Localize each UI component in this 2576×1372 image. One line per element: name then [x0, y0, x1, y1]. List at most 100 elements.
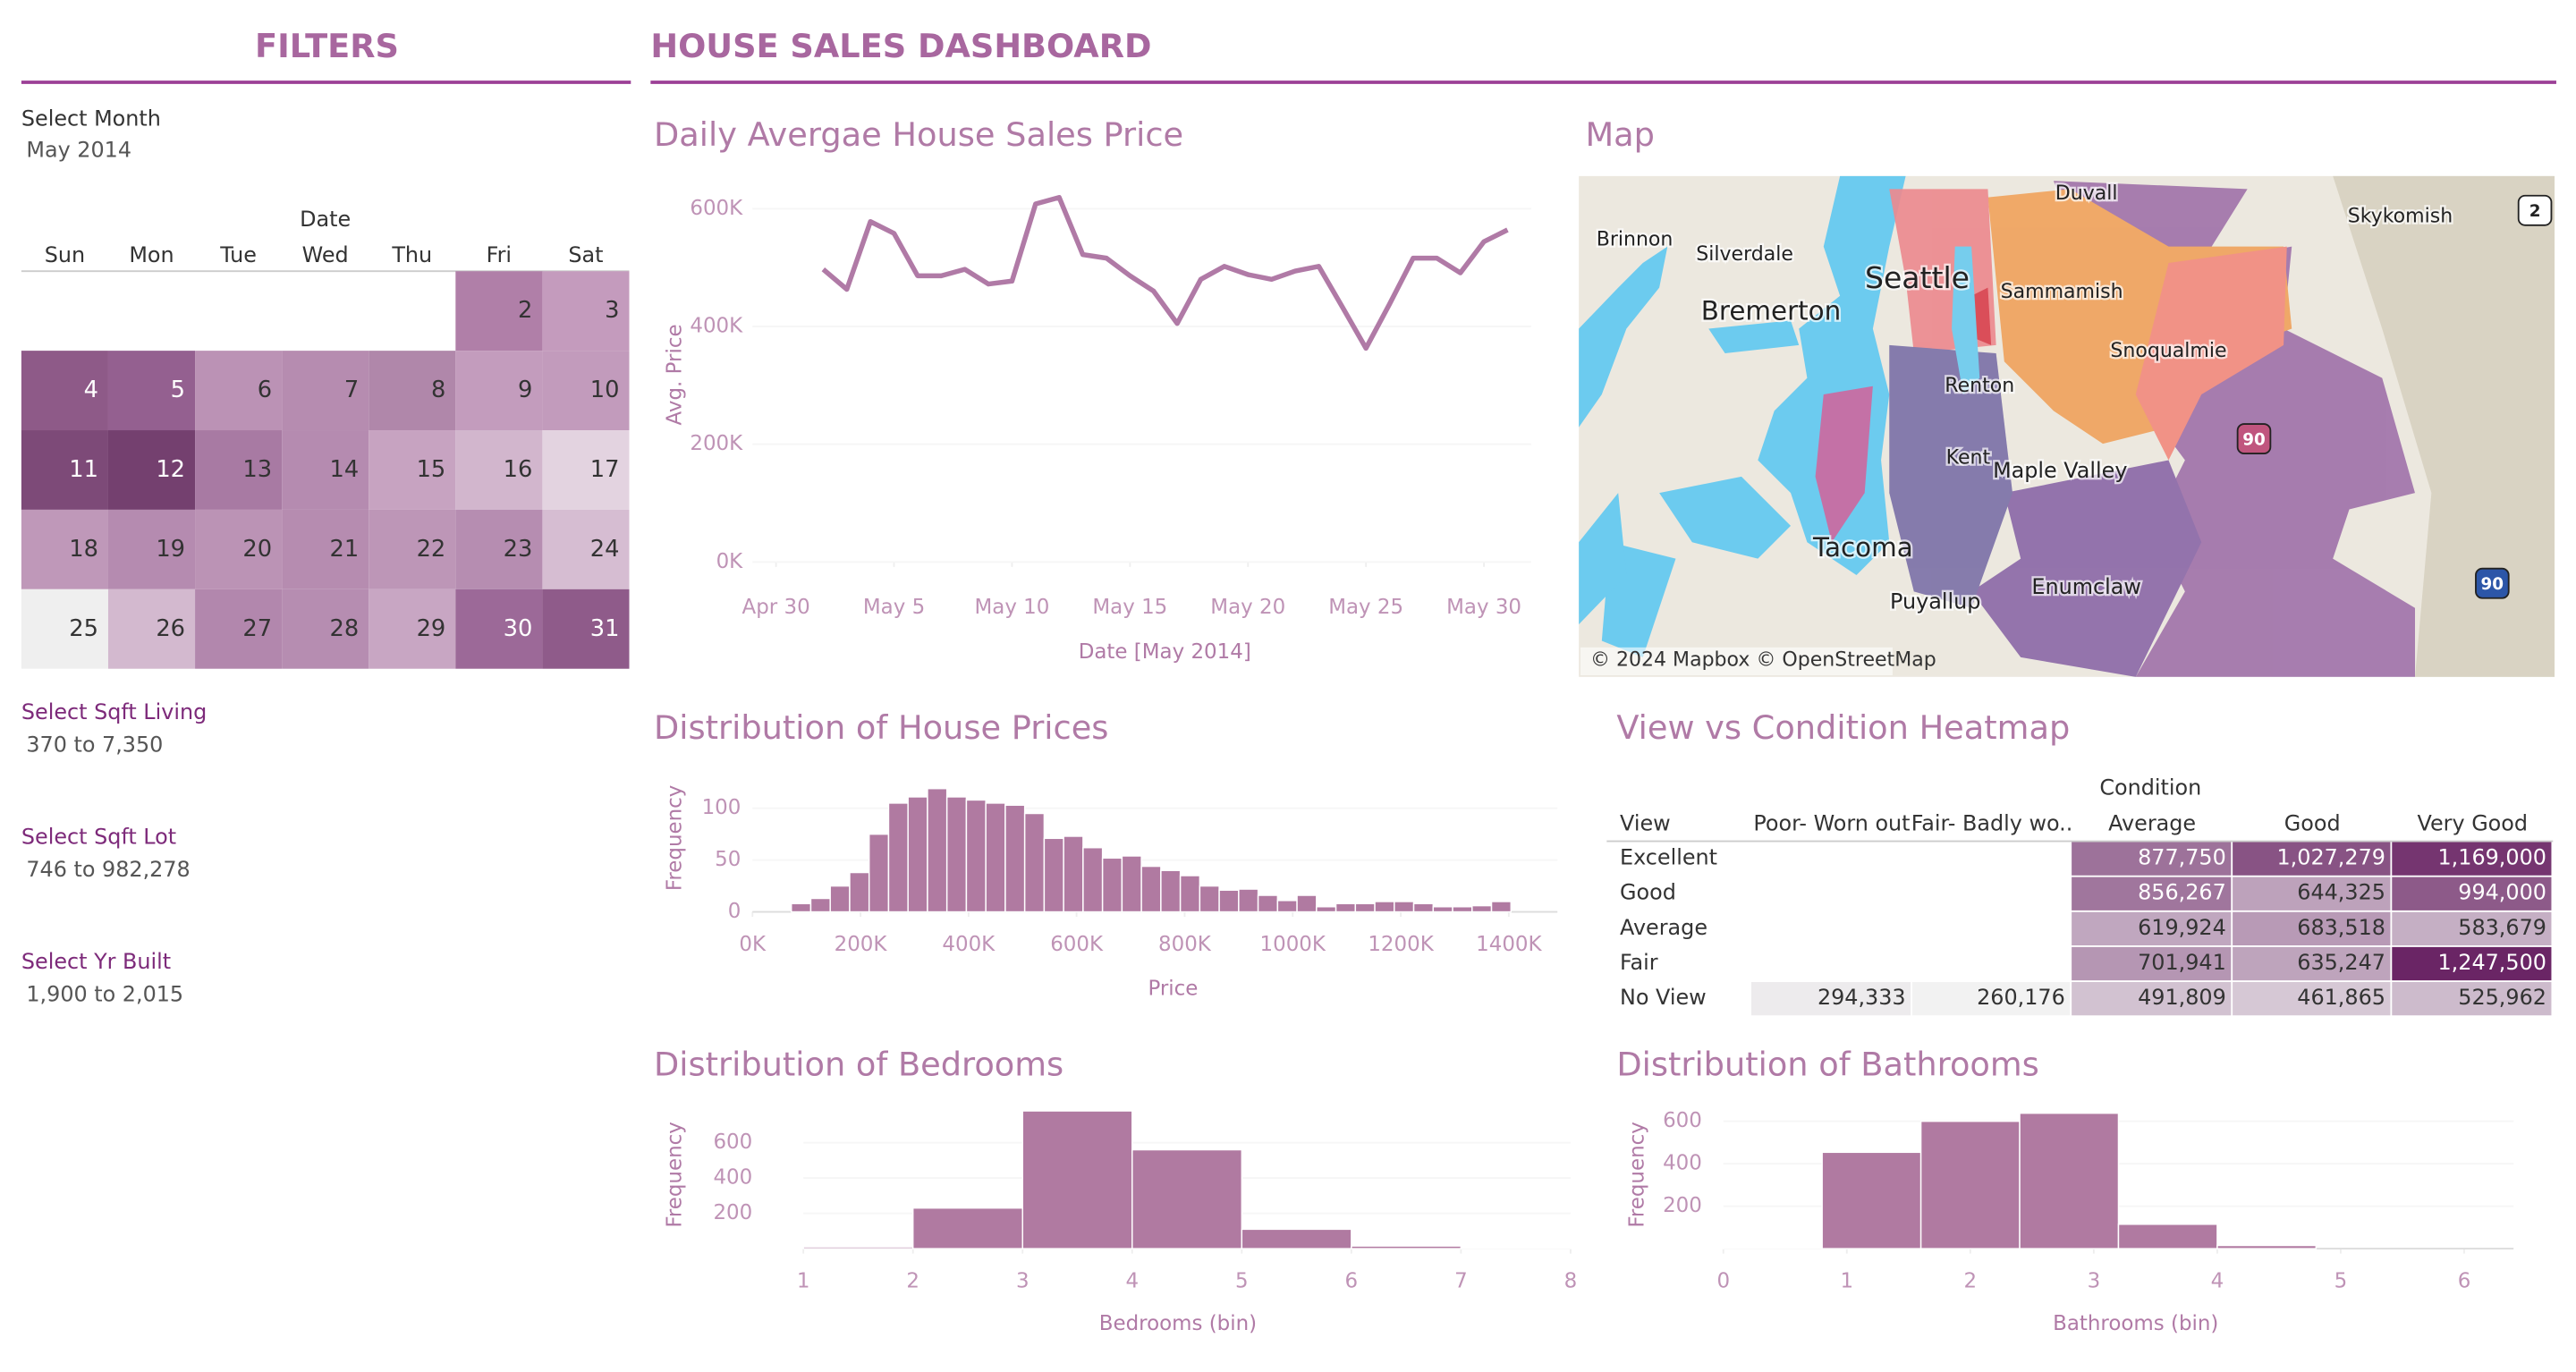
calendar-day: 20 [242, 536, 272, 563]
histogram-bar[interactable] [2117, 1224, 2218, 1249]
histogram-bar[interactable] [1374, 901, 1395, 913]
weekday-label: Fri [487, 242, 512, 267]
x-tick-label: 1400K [1476, 933, 1542, 956]
cell-label: 491,809 [2138, 985, 2226, 1010]
calendar-cell[interactable] [195, 430, 283, 510]
map-label: Renton [1945, 375, 2014, 397]
calendar-cell[interactable] [542, 271, 630, 351]
histogram-bar[interactable] [1316, 906, 1337, 913]
histogram-bar[interactable] [907, 796, 928, 913]
heatmap-cell [2072, 946, 2232, 981]
histogram-bar[interactable] [2216, 1244, 2318, 1249]
histogram-bar[interactable] [802, 1246, 914, 1249]
histogram-bar[interactable] [1140, 865, 1162, 913]
histogram-bar[interactable] [1043, 837, 1064, 913]
histogram-bar[interactable] [1490, 901, 1513, 913]
x-tick-label: Apr 30 [742, 596, 810, 619]
histogram-bar[interactable] [1004, 804, 1026, 913]
histogram-bar[interactable] [1101, 857, 1123, 913]
calendar-cell[interactable] [542, 589, 630, 669]
histogram-bar[interactable] [829, 885, 851, 913]
calendar-cell[interactable] [107, 351, 196, 431]
calendar-day: 7 [344, 377, 359, 403]
histogram-bar[interactable] [1121, 855, 1142, 913]
histogram-bar[interactable] [1432, 906, 1453, 913]
calendar-cell[interactable] [195, 589, 283, 669]
histogram-bar[interactable] [1160, 869, 1182, 913]
histogram-bar[interactable] [1179, 875, 1201, 913]
histogram-bar[interactable] [927, 787, 948, 913]
histogram-bar[interactable] [1452, 906, 1473, 913]
x-tick-label: 800K [1158, 933, 1212, 956]
calendar-cell[interactable] [455, 509, 543, 589]
calendar-cell[interactable] [107, 430, 196, 510]
filter-value[interactable]: May 2014 [26, 138, 131, 163]
calendar-cell[interactable] [455, 271, 543, 351]
histogram-bar[interactable] [868, 833, 890, 913]
calendar-cell[interactable] [369, 351, 456, 431]
filter-value[interactable]: 746 to 982,278 [26, 857, 190, 882]
histogram-bar[interactable] [911, 1207, 1023, 1249]
histogram-bar[interactable] [809, 897, 831, 913]
y-tick-label: 50 [715, 848, 741, 871]
histogram-bar[interactable] [849, 871, 870, 913]
calendar-cell[interactable] [195, 351, 283, 431]
histogram-bar[interactable] [1335, 902, 1357, 913]
calendar-cell[interactable] [282, 430, 369, 510]
histogram-bar[interactable] [965, 799, 987, 913]
calendar-cell[interactable] [455, 351, 543, 431]
histogram-bar[interactable] [2019, 1112, 2120, 1249]
histogram-bar[interactable] [1257, 894, 1279, 913]
histogram-bar[interactable] [1238, 888, 1259, 913]
histogram-bar[interactable] [1023, 812, 1046, 913]
calendar-cell[interactable] [21, 430, 108, 510]
histogram-bar[interactable] [1021, 1110, 1133, 1249]
map[interactable] [1579, 175, 2555, 677]
filter-value[interactable]: 1,900 to 2,015 [26, 982, 183, 1007]
histogram-bar[interactable] [1131, 1148, 1243, 1249]
calendar-cell[interactable] [195, 509, 283, 589]
histogram-bar[interactable] [1296, 894, 1318, 913]
histogram-bar[interactable] [1063, 835, 1084, 913]
calendar-cell[interactable] [542, 351, 630, 431]
calendar-cell[interactable] [107, 589, 196, 669]
histogram-bar[interactable] [1276, 900, 1298, 913]
calendar-cell[interactable] [542, 509, 630, 589]
calendar-cell[interactable] [455, 430, 543, 510]
calendar-cell[interactable] [282, 589, 369, 669]
calendar-cell[interactable] [21, 589, 108, 669]
calendar-cell[interactable] [21, 509, 108, 589]
histogram-bar[interactable] [1919, 1120, 2021, 1249]
histogram-bar[interactable] [1394, 901, 1415, 913]
calendar-cell[interactable] [282, 351, 369, 431]
histogram-bar[interactable] [1471, 904, 1493, 913]
histogram-bar[interactable] [1723, 1247, 1823, 1249]
histogram-bar[interactable] [945, 796, 968, 913]
calendar-cell[interactable] [369, 509, 456, 589]
histogram-bar[interactable] [1821, 1151, 1922, 1249]
calendar-cell[interactable] [369, 589, 456, 669]
calendar-cell[interactable] [21, 351, 108, 431]
cell-label: 260,176 [1977, 985, 2065, 1010]
x-tick-label: May 25 [1328, 596, 1403, 619]
calendar-cell[interactable] [369, 430, 456, 510]
histogram-bar[interactable] [1082, 846, 1104, 913]
histogram-bar[interactable] [790, 902, 812, 913]
calendar-cell[interactable] [542, 430, 630, 510]
histogram-bar[interactable] [1351, 1245, 1462, 1249]
histogram-bar[interactable] [887, 802, 909, 913]
histogram-bar[interactable] [985, 802, 1006, 913]
histogram-bar[interactable] [1199, 885, 1220, 913]
weekday-label: Thu [391, 242, 432, 267]
histogram-bar[interactable] [1412, 902, 1435, 913]
filter-value[interactable]: 370 to 7,350 [26, 733, 163, 758]
calendar-cell[interactable] [282, 509, 369, 589]
heatmap-cell [2072, 877, 2232, 910]
histogram-bar[interactable] [1218, 889, 1240, 913]
calendar-cell[interactable] [107, 509, 196, 589]
calendar-cell[interactable] [455, 589, 543, 669]
calendar-day: 15 [417, 456, 446, 483]
y-tick-label: 400 [713, 1166, 752, 1190]
histogram-bar[interactable] [1354, 902, 1376, 913]
histogram-bar[interactable] [1241, 1228, 1352, 1249]
